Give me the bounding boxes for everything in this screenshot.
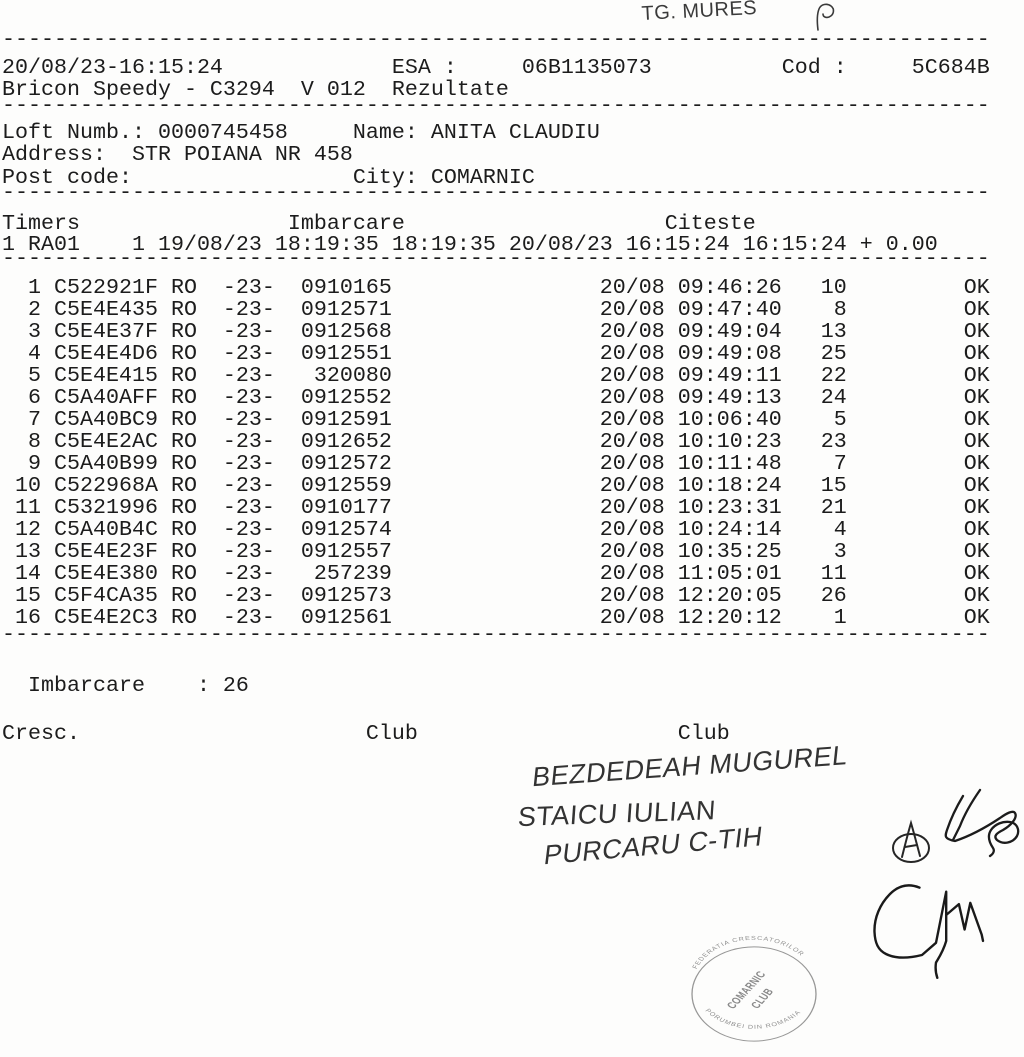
svg-text:FEDERATIA CRESCATORILOR: FEDERATIA CRESCATORILOR [691,935,805,969]
svg-text:PORUMBEI DIN ROMANIA: PORUMBEI DIN ROMANIA [703,1008,803,1031]
